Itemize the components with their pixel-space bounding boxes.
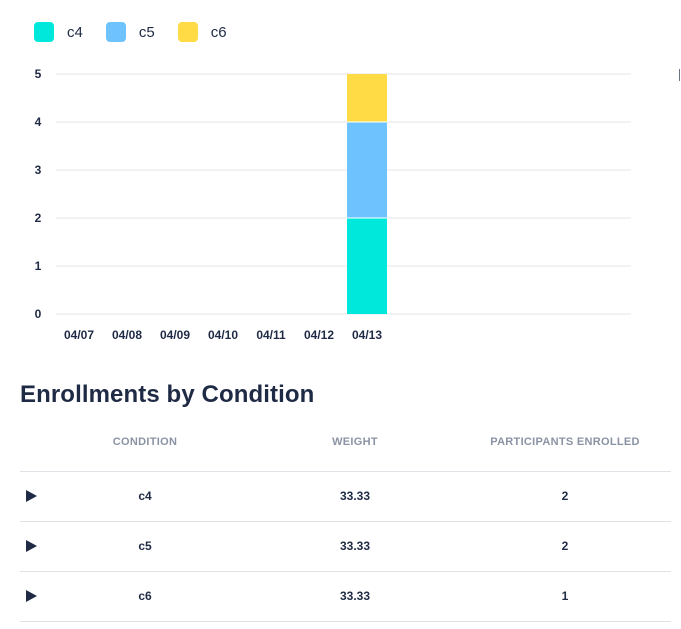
table-header: CONDITION WEIGHT PARTICIPANTS ENROLLED <box>20 420 671 472</box>
column-header-condition[interactable]: CONDITION <box>112 436 178 448</box>
y-tick-label: 3 <box>35 163 42 177</box>
x-tick-label: 04/12 <box>304 328 334 342</box>
table-row[interactable]: c6 33.33 1 <box>20 572 671 622</box>
y-tick-label: 1 <box>35 259 42 273</box>
expand-row-icon[interactable] <box>26 590 37 602</box>
legend-label-c5: c5 <box>138 23 155 41</box>
section-title: Enrollments by Condition <box>20 381 315 408</box>
table-row[interactable]: c5 33.33 2 <box>20 522 671 572</box>
column-header-weight[interactable]: WEIGHT <box>332 436 378 448</box>
chart-grid <box>56 73 631 315</box>
expand-row-icon[interactable] <box>26 490 37 502</box>
x-tick-label: 04/11 <box>256 328 286 342</box>
y-tick-label: 5 <box>35 67 42 81</box>
enrollments-table: CONDITION WEIGHT PARTICIPANTS ENROLLED c… <box>20 420 671 622</box>
legend-item-c6[interactable]: c6 <box>177 22 227 42</box>
participants-cell: 2 <box>561 539 569 553</box>
x-tick-label: 04/07 <box>64 328 94 342</box>
legend-swatch-c6 <box>177 22 198 42</box>
legend-label-c6: c6 <box>210 23 227 41</box>
chart-bars <box>347 74 387 314</box>
bar-c6-04-13[interactable] <box>347 74 387 122</box>
legend-label-c4: c4 <box>67 23 83 41</box>
condition-cell: c6 <box>138 589 152 603</box>
bar-c5-04-13[interactable] <box>347 122 387 218</box>
condition-cell: c4 <box>138 489 152 503</box>
x-axis-ticks: 04/07 04/08 04/09 04/10 04/11 04/12 04/13 <box>64 328 382 342</box>
weight-cell: 33.33 <box>339 489 371 503</box>
condition-cell: c5 <box>138 539 152 553</box>
x-tick-label: 04/09 <box>160 328 190 342</box>
legend-item-c4[interactable]: c4 <box>34 22 83 42</box>
y-tick-label: 4 <box>35 115 42 129</box>
table-row[interactable]: c4 33.33 2 <box>20 472 671 522</box>
participants-cell: 1 <box>561 589 569 603</box>
bar-c4-04-13[interactable] <box>347 218 387 314</box>
x-tick-label: 04/10 <box>208 328 238 342</box>
chart-legend: c4 c5 c6 <box>34 21 250 43</box>
x-tick-label: 04/08 <box>112 328 142 342</box>
legend-swatch-c4 <box>34 22 54 42</box>
y-tick-label: 2 <box>35 211 42 225</box>
expand-row-icon[interactable] <box>26 540 37 552</box>
y-tick-label: 0 <box>35 307 42 321</box>
x-tick-label: 04/13 <box>352 328 382 342</box>
y-axis-ticks: 0 1 2 3 4 5 <box>35 67 42 321</box>
scroll-indicator <box>679 69 680 81</box>
weight-cell: 33.33 <box>339 589 371 603</box>
participants-cell: 2 <box>561 489 569 503</box>
weight-cell: 33.33 <box>339 539 371 553</box>
column-header-participants[interactable]: PARTICIPANTS ENROLLED <box>490 436 640 448</box>
legend-swatch-c5 <box>105 22 126 42</box>
legend-item-c5[interactable]: c5 <box>105 22 155 42</box>
